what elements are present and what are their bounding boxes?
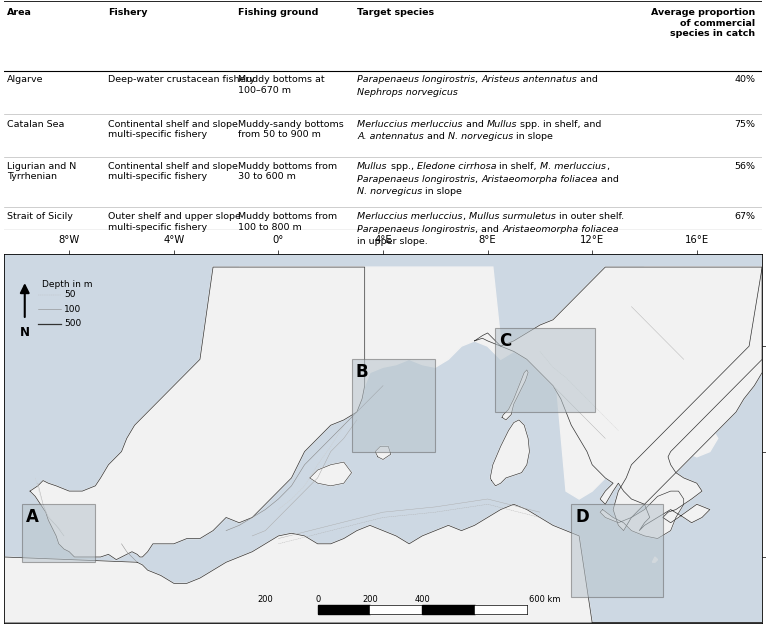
Polygon shape	[474, 605, 527, 615]
Text: N. norvegicus: N. norvegicus	[357, 187, 423, 196]
Bar	[571, 505, 663, 597]
Text: A. antennatus: A. antennatus	[357, 132, 424, 141]
Text: Eledone cirrhosa: Eledone cirrhosa	[417, 162, 496, 171]
Text: Merluccius merluccius: Merluccius merluccius	[357, 212, 463, 222]
Text: B: B	[355, 363, 368, 381]
Bar	[352, 359, 435, 451]
Text: Ligurian and N
Tyrrhenian: Ligurian and N Tyrrhenian	[7, 162, 76, 182]
Text: Muddy-sandy bottoms
from 50 to 900 m: Muddy-sandy bottoms from 50 to 900 m	[238, 120, 344, 139]
Text: 100: 100	[64, 305, 81, 314]
Text: Muddy bottoms from
100 to 800 m: Muddy bottoms from 100 to 800 m	[238, 212, 337, 232]
Polygon shape	[4, 505, 762, 623]
Text: 56%: 56%	[735, 162, 755, 171]
Polygon shape	[422, 605, 474, 615]
Text: D: D	[575, 508, 589, 526]
Text: 200: 200	[362, 595, 378, 604]
Text: Mullus surmuletus: Mullus surmuletus	[469, 212, 555, 222]
Text: in slope: in slope	[513, 132, 553, 141]
Text: Strait of Sicily: Strait of Sicily	[7, 212, 73, 222]
Text: Target species: Target species	[357, 8, 434, 17]
Text: Parapenaeus longirostris: Parapenaeus longirostris	[357, 75, 476, 84]
Text: Continental shelf and slope
multi-specific fishery: Continental shelf and slope multi-specif…	[108, 162, 237, 182]
Text: ,: ,	[463, 212, 469, 222]
Text: spp.,: spp.,	[388, 162, 417, 171]
Text: Merluccius merluccius: Merluccius merluccius	[357, 120, 463, 129]
Text: Depth in m: Depth in m	[42, 280, 92, 289]
Text: in outer shelf.: in outer shelf.	[555, 212, 624, 222]
Text: and: and	[598, 175, 619, 183]
Text: Fishery: Fishery	[108, 8, 147, 17]
Text: A: A	[26, 508, 39, 526]
Text: Area: Area	[7, 8, 31, 17]
Text: Algarve: Algarve	[7, 75, 44, 84]
Text: Aristeus antennatus: Aristeus antennatus	[481, 75, 577, 84]
Polygon shape	[653, 557, 657, 562]
Text: in shelf,: in shelf,	[496, 162, 540, 171]
Text: 500: 500	[64, 319, 81, 328]
Text: 200: 200	[257, 595, 273, 604]
Text: 67%: 67%	[735, 212, 755, 222]
Text: Aristaeomorpha foliacea: Aristaeomorpha foliacea	[502, 225, 619, 234]
Text: ,: ,	[476, 175, 481, 183]
Text: Parapenaeus longirostris: Parapenaeus longirostris	[357, 175, 476, 183]
Text: N. norvegicus: N. norvegicus	[448, 132, 513, 141]
Text: spp. in shelf, and: spp. in shelf, and	[517, 120, 601, 129]
Polygon shape	[30, 267, 365, 560]
Text: 75%: 75%	[735, 120, 755, 129]
Text: in upper slope.: in upper slope.	[357, 237, 428, 246]
Text: 40%: 40%	[735, 75, 755, 84]
Text: 400: 400	[414, 595, 430, 604]
Text: and: and	[463, 120, 486, 129]
Text: , and: , and	[476, 225, 502, 234]
Text: ,: ,	[476, 75, 481, 84]
Polygon shape	[676, 420, 718, 457]
Text: in slope: in slope	[423, 187, 463, 196]
Text: Mullus: Mullus	[357, 162, 388, 171]
Text: Catalan Sea: Catalan Sea	[7, 120, 64, 129]
Text: 50: 50	[64, 290, 76, 299]
Text: Muddy bottoms at
100–670 m: Muddy bottoms at 100–670 m	[238, 75, 325, 95]
Text: Outer shelf and upper slope
multi-specific fishery: Outer shelf and upper slope multi-specif…	[108, 212, 241, 232]
Polygon shape	[474, 267, 762, 531]
Text: Deep-water crustacean fishery: Deep-water crustacean fishery	[108, 75, 255, 84]
Polygon shape	[370, 605, 422, 615]
Polygon shape	[490, 420, 529, 486]
Text: 0: 0	[315, 595, 320, 604]
Text: and: and	[424, 132, 448, 141]
Text: Fishing ground: Fishing ground	[238, 8, 319, 17]
Text: Average proportion
of commercial
species in catch: Average proportion of commercial species…	[651, 8, 755, 38]
Text: C: C	[499, 332, 512, 350]
Polygon shape	[600, 491, 684, 538]
Polygon shape	[613, 267, 762, 531]
Text: Aristaeomorpha foliacea: Aristaeomorpha foliacea	[481, 175, 598, 183]
Polygon shape	[309, 462, 352, 486]
Text: N: N	[20, 326, 30, 339]
Text: ,: ,	[606, 162, 609, 171]
Text: Continental shelf and slope
multi-specific fishery: Continental shelf and slope multi-specif…	[108, 120, 237, 139]
Text: Parapenaeus longirostris: Parapenaeus longirostris	[357, 225, 476, 234]
Polygon shape	[502, 370, 528, 420]
Bar	[22, 505, 95, 562]
Bar	[496, 327, 595, 412]
Polygon shape	[318, 605, 370, 615]
Polygon shape	[375, 446, 391, 459]
Text: Nephrops norvegicus: Nephrops norvegicus	[357, 88, 458, 96]
Text: M. merluccius: M. merluccius	[540, 162, 606, 171]
Polygon shape	[239, 267, 762, 499]
Text: Mullus: Mullus	[486, 120, 517, 129]
Text: Muddy bottoms from
30 to 600 m: Muddy bottoms from 30 to 600 m	[238, 162, 337, 182]
Text: 600 km: 600 km	[529, 595, 561, 604]
Text: and: and	[577, 75, 598, 84]
